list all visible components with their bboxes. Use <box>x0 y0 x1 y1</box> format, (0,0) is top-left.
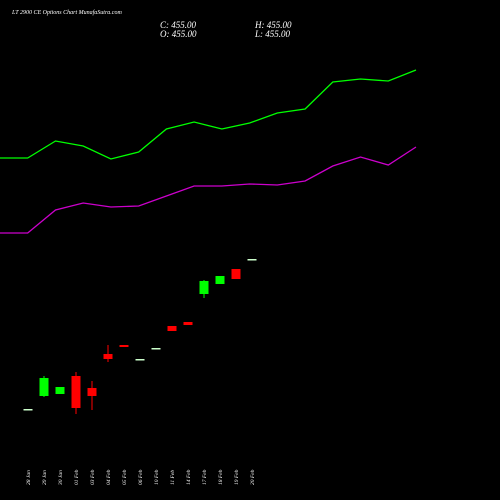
x-tick-label: 10 Feb <box>154 469 160 485</box>
x-tick-label: 04 Feb <box>105 469 112 485</box>
x-tick-label: 06 Feb <box>138 469 144 485</box>
x-tick-label: 05 Feb <box>122 469 128 485</box>
candle-body <box>55 387 65 394</box>
x-tick-label: 14 Feb <box>185 469 192 485</box>
high-label: H: 455.00 <box>254 20 292 30</box>
candle-body <box>103 354 113 359</box>
x-tick-label: 19 Feb <box>234 469 240 485</box>
indicator-line <box>0 69 417 160</box>
chart-title: LT 2900 CE Options Chart MunafaSutra.com <box>11 9 122 16</box>
candle-body <box>71 376 81 408</box>
open-label: O: 455.00 <box>160 29 197 39</box>
x-tick-label: 20 Feb <box>250 469 256 485</box>
candle-body <box>119 345 129 347</box>
x-tick-label: 30 Jan <box>58 470 64 486</box>
low-label: L: 455.00 <box>254 29 291 39</box>
candle-body <box>151 348 161 350</box>
candle-body <box>135 359 145 361</box>
close-label: C: 455.00 <box>160 20 197 30</box>
x-tick-label: 03 Feb <box>90 469 96 485</box>
candle-body <box>39 378 49 396</box>
x-tick-label: 29 Jan <box>42 470 48 485</box>
x-tick-label: 01 Feb <box>74 469 80 485</box>
candle-body <box>183 322 193 325</box>
candle-body <box>167 326 177 331</box>
indicator-line <box>0 146 417 234</box>
candle-body <box>23 409 33 411</box>
candle-body <box>199 281 209 294</box>
candle-body <box>215 276 225 284</box>
candle-body <box>87 388 97 396</box>
candle-body <box>247 259 257 261</box>
x-tick-label: 28 Jan <box>26 470 32 485</box>
x-tick-label: 11 Feb <box>170 470 176 485</box>
x-tick-label: 17 Feb <box>202 469 208 485</box>
candle-body <box>231 269 241 279</box>
x-tick-label: 18 Feb <box>218 469 224 485</box>
